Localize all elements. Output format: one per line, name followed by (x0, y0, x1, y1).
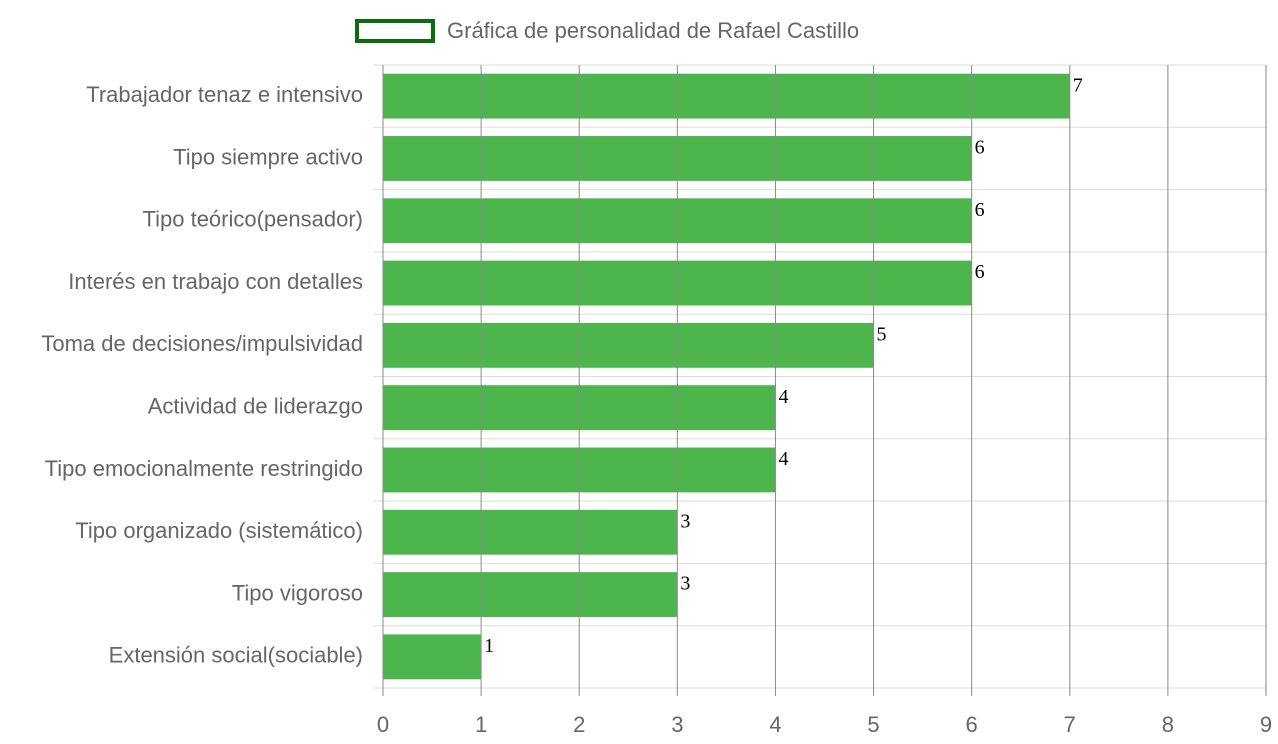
data-label: 3 (680, 573, 690, 595)
bar (383, 634, 482, 680)
data-label: 5 (877, 324, 887, 346)
category-label: Tipo vigoroso (232, 580, 363, 605)
category-label: Actividad de liderazgo (148, 393, 363, 418)
chart-legend[interactable]: Gráfica de personalidad de Rafael Castil… (355, 16, 859, 46)
data-label: 6 (975, 261, 985, 283)
data-label: 4 (778, 386, 788, 408)
x-tick-label: 4 (769, 712, 781, 737)
x-tick-label: 3 (671, 712, 683, 737)
category-label: Trabajador tenaz e intensivo (86, 82, 363, 107)
data-label: 1 (484, 635, 494, 657)
category-label: Toma de decisiones/impulsividad (41, 331, 363, 356)
category-label: Tipo teórico(pensador) (142, 207, 363, 232)
x-tick-label: 1 (475, 712, 487, 737)
bar (383, 322, 874, 368)
x-tick-label: 9 (1260, 712, 1272, 737)
data-label: 6 (975, 137, 985, 159)
category-label: Tipo organizado (sistemático) (75, 518, 363, 543)
bar (383, 73, 1070, 119)
x-tick-label: 8 (1162, 712, 1174, 737)
x-tick-label: 7 (1064, 712, 1076, 737)
bar (383, 572, 678, 617)
data-label: 6 (975, 199, 985, 221)
legend-label: Gráfica de personalidad de Rafael Castil… (447, 18, 860, 43)
category-label: Tipo emocionalmente restringido (45, 456, 363, 481)
data-label: 3 (680, 510, 690, 532)
x-tick-label: 0 (377, 712, 389, 737)
category-label: Interés en trabajo con detalles (68, 269, 363, 294)
data-label: 7 (1073, 74, 1083, 96)
legend-swatch (355, 19, 435, 43)
category-label: Extensión social(sociable) (109, 643, 363, 668)
bar (383, 509, 678, 555)
x-tick-label: 2 (573, 712, 585, 737)
x-tick-label: 6 (966, 712, 978, 737)
x-tick-label: 5 (867, 712, 879, 737)
category-label: Tipo siempre activo (173, 144, 363, 169)
data-label: 4 (778, 448, 788, 470)
